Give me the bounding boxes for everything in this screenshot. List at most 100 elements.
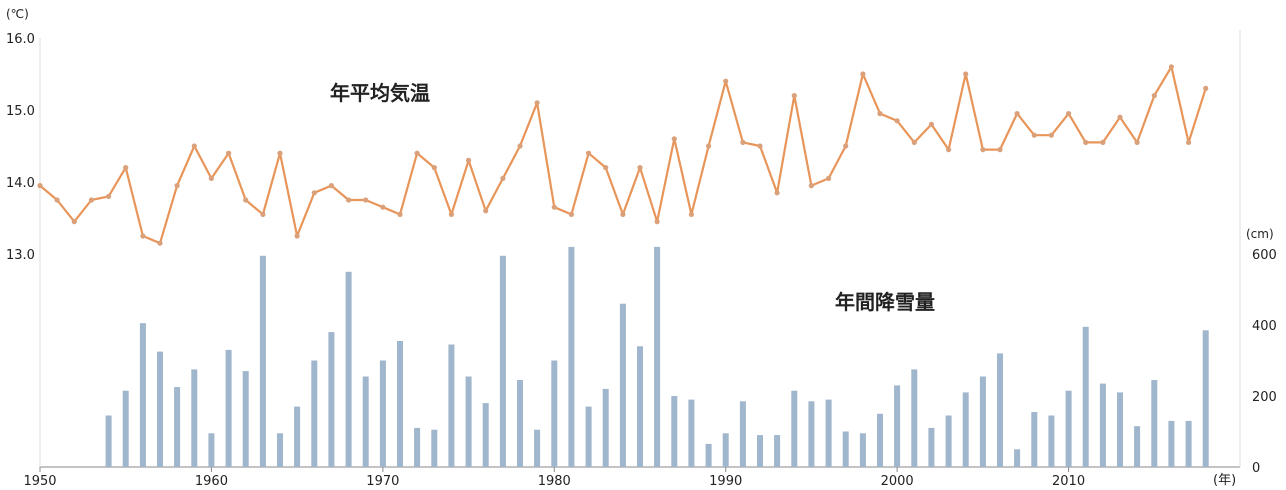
snowfall-bar [962,392,969,467]
snowfall-bar [654,246,661,467]
temperature-point [706,143,712,149]
temperature-tick-label: 16.0 [6,32,35,47]
temperature-point [723,78,729,84]
x-tick-label: 2010 [1052,474,1085,489]
series-label-temperature: 年平均気温 [330,81,430,105]
snowfall-bar [465,376,472,467]
temperature-point [517,143,523,149]
temperature-point [311,190,317,196]
x-unit-label: (年) [1213,473,1236,488]
snow-tick-label: 0 [1252,461,1260,476]
temperature-tick-label: 13.0 [6,248,35,263]
snowfall-bar [534,429,541,467]
snowfall-bar [997,353,1003,467]
temperature-point [586,150,592,156]
temperature-point [260,211,266,217]
temperature-unit-label: (℃) [6,7,29,21]
temperature-point [363,197,369,203]
snowfall-bar [791,390,798,467]
temperature-point [808,183,815,189]
temperature-point [106,193,112,199]
snowfall-bar [174,387,181,467]
temperature-point [980,147,986,153]
snowfall-bar [551,360,558,467]
temperature-point [71,219,77,225]
snowfall-bar [945,415,952,467]
snowfall-bar [397,341,403,467]
snowfall-bar [122,390,129,467]
temperature-point [1066,111,1072,117]
snowfall-bar [448,344,455,467]
snowfall-bar [482,403,489,467]
snow-tick-label: 600 [1252,248,1277,263]
snowfall-bar [688,399,695,467]
temperature-point [414,150,420,156]
temperature-point [894,118,900,124]
snowfall-bar [328,332,335,467]
snowfall-bar [1151,380,1158,467]
snowfall-bar [602,388,609,467]
snowfall-bar [757,435,763,467]
temperature-point [1134,139,1140,145]
temperature-point [603,165,609,171]
snowfall-bar [157,351,163,467]
temperature-point [346,197,352,203]
snowfall-bar [842,431,849,467]
temperature-point [671,136,677,142]
snowfall-bar [362,376,369,467]
snowfall-bar [911,369,918,467]
temperature-point [774,190,780,196]
snowfall-bar [979,376,986,467]
snowfall-bar [585,406,592,467]
temperature-point [226,150,232,156]
x-tick-label: 1970 [366,474,399,489]
temperature-point [740,139,746,145]
temperature-point [88,197,94,203]
temperature-point [1168,64,1174,70]
snowfall-bar [928,427,935,467]
snowfall-bar [499,255,506,467]
temperature-point [1083,139,1089,145]
snowfall-bar [345,271,352,468]
snowfall-bar [277,433,283,467]
snowfall-bars [105,246,1209,468]
x-tick-label: 1960 [195,474,228,489]
x-tick-label: 1990 [709,474,742,489]
temperature-point [1031,132,1037,138]
temperature-point [191,143,197,149]
temperature-point [157,240,163,246]
temperature-tick-label: 14.0 [6,176,35,191]
temperature-point [431,165,437,171]
temperature-point [1151,93,1157,99]
temperature-point [826,175,832,181]
snowfall-bar [294,406,301,467]
snowfall-bar [379,360,386,467]
snowfall-bar [1065,390,1072,467]
temperature-point [54,197,60,203]
temperature-point [277,150,283,156]
snowfall-bar [825,399,832,467]
snowfall-bar [311,360,318,467]
temperature-point [1117,114,1123,120]
temperature-point [1100,139,1106,145]
temperature-point [380,204,386,210]
snowfall-bar [105,415,112,467]
snowfall-bar [774,435,781,467]
snowfall-bar [1117,392,1123,467]
snow-unit-label: (cm) [1246,227,1274,241]
temperature-point [911,139,917,145]
snowfall-bar [1099,383,1106,467]
snowfall-bar [619,303,626,467]
snowfall-bar [225,349,232,467]
temperature-line-group [37,64,1209,246]
snowfall-bar [705,443,712,467]
snowfall-bar [894,385,901,467]
snowfall-bar [191,369,198,467]
series-label-snowfall: 年間降雪量 [835,290,935,314]
snowfall-bar [808,401,815,467]
snowfall-bar [739,401,746,467]
temperature-point [208,175,214,181]
snow-tick-label: 200 [1252,390,1277,405]
temperature-point [688,211,695,217]
